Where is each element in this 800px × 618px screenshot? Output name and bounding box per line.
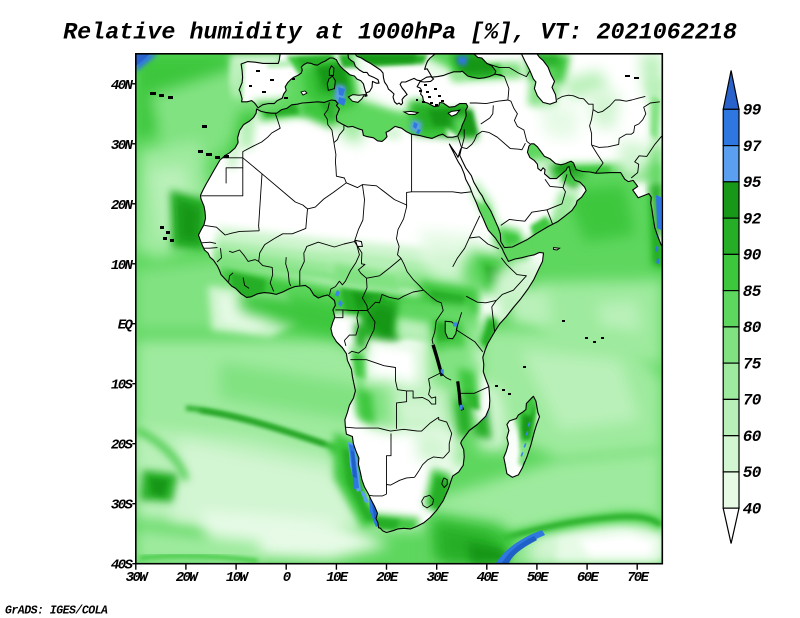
svg-text:20W: 20W	[176, 570, 200, 586]
svg-text:Relative humidity at 1000hPa [: Relative humidity at 1000hPa [%], VT: 20…	[63, 21, 737, 47]
svg-text:50E: 50E	[527, 570, 550, 586]
svg-text:99: 99	[743, 102, 762, 120]
svg-text:40N: 40N	[111, 78, 134, 94]
svg-text:EQ: EQ	[118, 318, 134, 334]
svg-text:10E: 10E	[326, 570, 349, 586]
svg-text:GrADS: IGES/COLA: GrADS: IGES/COLA	[5, 605, 108, 618]
svg-text:40S: 40S	[111, 558, 134, 574]
svg-text:60E: 60E	[577, 570, 600, 586]
svg-text:30W: 30W	[126, 570, 150, 586]
svg-text:97: 97	[743, 138, 762, 156]
svg-text:60: 60	[743, 428, 762, 446]
svg-text:85: 85	[743, 283, 762, 301]
svg-text:30E: 30E	[426, 570, 449, 586]
svg-text:40: 40	[743, 501, 762, 519]
svg-text:30S: 30S	[111, 498, 134, 514]
svg-text:40E: 40E	[477, 570, 500, 586]
svg-text:30N: 30N	[111, 138, 134, 154]
svg-text:92: 92	[743, 210, 762, 228]
svg-text:70: 70	[743, 392, 762, 410]
svg-text:95: 95	[743, 174, 762, 192]
svg-text:75: 75	[743, 355, 762, 373]
svg-text:0: 0	[283, 570, 291, 586]
svg-text:20S: 20S	[111, 438, 134, 454]
svg-text:20E: 20E	[376, 570, 399, 586]
svg-text:70E: 70E	[627, 570, 650, 586]
svg-text:90: 90	[743, 247, 762, 265]
svg-text:10W: 10W	[226, 570, 250, 586]
svg-text:10N: 10N	[111, 258, 134, 274]
svg-text:80: 80	[743, 319, 762, 337]
svg-text:50: 50	[743, 464, 762, 482]
svg-text:20N: 20N	[111, 198, 134, 214]
svg-text:10S: 10S	[111, 378, 134, 394]
